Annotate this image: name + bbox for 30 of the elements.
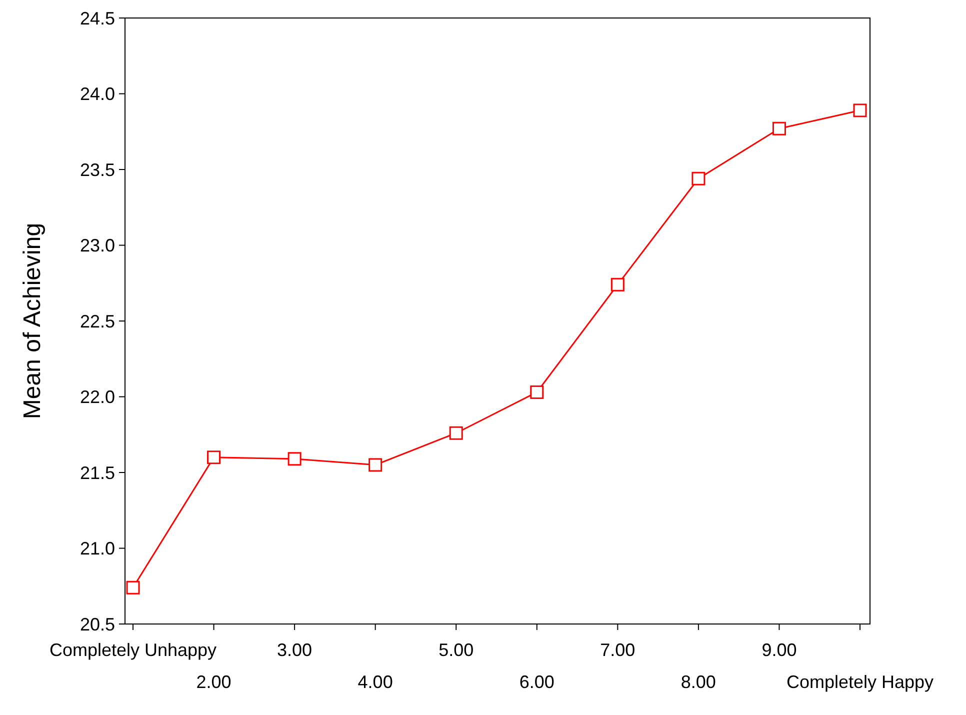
- point: [368, 458, 382, 472]
- y-tick-label: 23.5: [80, 160, 115, 180]
- y-tick-label: 23.0: [80, 236, 115, 256]
- x-tick-label: 9.00: [762, 640, 797, 660]
- x-tick-label: 8.00: [680, 672, 716, 692]
- y-tick-label: 24.0: [80, 84, 115, 104]
- y-tick-label: 21.5: [80, 462, 115, 483]
- y-axis-title: Mean of Achieving: [19, 222, 46, 420]
- point: [772, 122, 786, 136]
- point: [853, 104, 867, 118]
- y-tick-label: 20.5: [80, 614, 115, 634]
- x-tick-label: 3.00: [277, 640, 312, 660]
- y-tick-label: 24.5: [80, 8, 115, 28]
- x-tick-label: 6.00: [519, 672, 554, 692]
- point: [530, 385, 544, 399]
- x-tick-label: 2.00: [196, 672, 232, 692]
- point: [449, 426, 463, 440]
- x-tick-label: 5.00: [438, 640, 474, 660]
- point: [288, 452, 302, 466]
- x-tick-label: Completely Happy: [786, 672, 934, 692]
- point: [692, 172, 706, 186]
- x-tick-label: 7.00: [600, 640, 636, 660]
- point: [610, 278, 624, 292]
- x-tick-label: Completely Unhappy: [49, 640, 217, 660]
- y-tick-label: 21.0: [80, 538, 115, 559]
- point: [207, 450, 221, 464]
- x-tick-label: 4.00: [358, 672, 393, 692]
- y-tick-label: 22.0: [80, 387, 115, 408]
- point: [126, 580, 140, 594]
- y-tick-label: 22.5: [80, 311, 115, 332]
